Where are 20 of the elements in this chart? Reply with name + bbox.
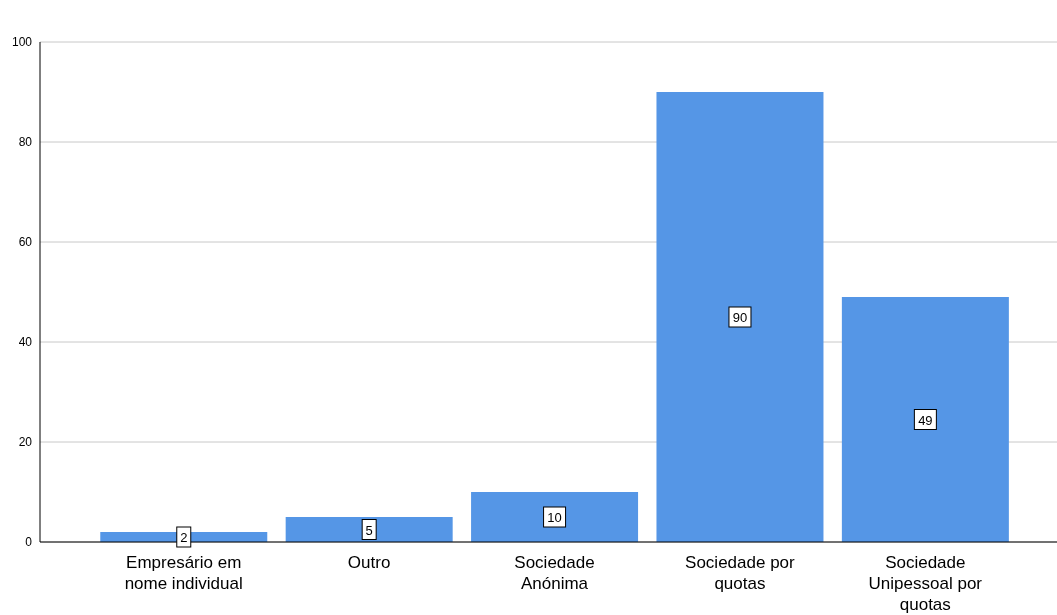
x-tick-label: Sociedade Unipessoal por quotas [868,553,983,614]
data-label: 10 [547,510,562,525]
bar [841,297,1009,542]
bar [285,517,453,542]
x-tick-label: Outro [347,553,391,572]
data-label: 5 [365,522,373,538]
x-tick-label: Sociedade por quotas [685,553,796,593]
x-tick-label: Sociedade Anónima [514,553,595,593]
y-tick-label: 20 [18,435,33,450]
bar [656,92,824,542]
y-tick-label: 80 [18,135,33,150]
y-tick-label: 40 [18,335,33,350]
x-tick-label: Empresário em nome individual [124,553,243,593]
data-label: 90 [732,310,748,325]
y-tick-label: 60 [18,235,33,250]
bar [471,492,639,542]
y-tick-label: 0 [25,535,33,550]
data-label: 49 [918,412,933,428]
data-label: 2 [180,530,188,545]
y-tick-label: 100 [11,35,33,50]
